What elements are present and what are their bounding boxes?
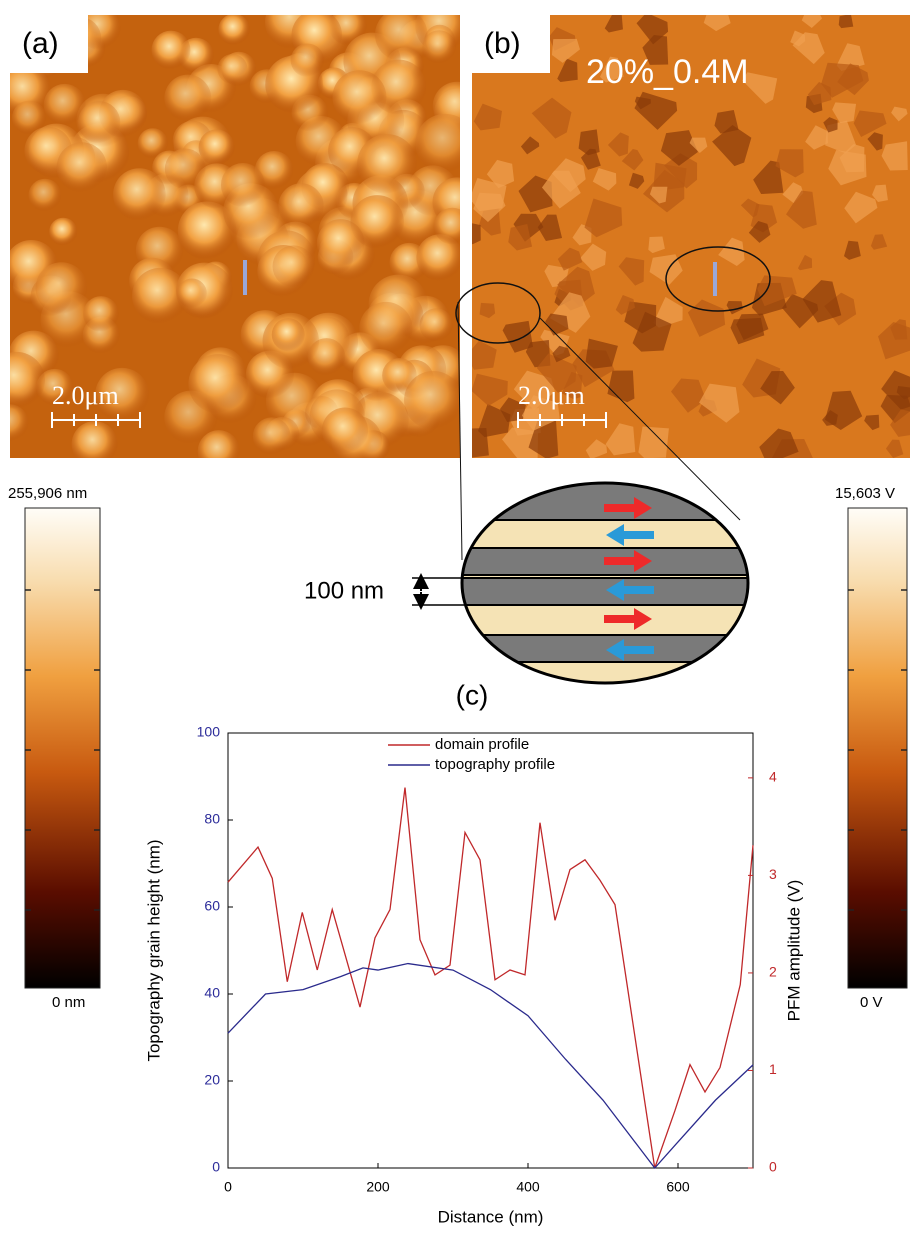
grain (199, 129, 235, 165)
grain (253, 417, 291, 455)
y2-tick-label: 0 (769, 1159, 777, 1175)
series-line (228, 964, 753, 1168)
colorbar-max: 255,906 nm (8, 485, 87, 502)
y2-tick-label: 2 (769, 964, 777, 980)
legend-label: domain profile (435, 736, 529, 753)
grain (272, 318, 305, 351)
scale-bar-label: 2.0μm (518, 381, 585, 410)
domain (638, 427, 669, 459)
grain (359, 302, 412, 355)
grain (164, 75, 211, 122)
domain (839, 14, 854, 28)
x-tick-label: 400 (516, 1179, 540, 1195)
colorbar (25, 508, 100, 988)
series-line (228, 788, 753, 1168)
colorbar-min: 0 nm (52, 994, 85, 1011)
grain (152, 31, 191, 70)
grain (422, 30, 456, 64)
grain (29, 179, 62, 212)
grain (415, 114, 475, 174)
domain (463, 222, 481, 244)
x-axis-label: Distance (nm) (438, 1207, 544, 1226)
x-tick-label: 600 (666, 1179, 690, 1195)
y-axis-label: Topography grain height (nm) (144, 839, 163, 1061)
panel-label: (c) (456, 679, 489, 710)
x-tick-label: 0 (224, 1179, 232, 1195)
grain (177, 278, 207, 308)
grain (49, 218, 77, 246)
grain (278, 183, 323, 228)
grain (78, 101, 120, 143)
grain (357, 134, 417, 194)
figure: (a) (b) 20%_0.4M 2.0μm 2.0μm 255,906 nm … (0, 0, 911, 1230)
grain (72, 421, 118, 467)
panel-label: (b) (484, 27, 521, 60)
plot-frame (228, 733, 753, 1168)
grain (273, 245, 315, 287)
y-tick-label: 60 (204, 898, 220, 914)
y-tick-label: 100 (197, 724, 221, 740)
grain (382, 358, 417, 393)
y-tick-label: 0 (212, 1159, 220, 1175)
y2-tick-label: 1 (769, 1061, 777, 1077)
y2-tick-label: 3 (769, 866, 777, 882)
grain (434, 208, 471, 245)
y2-tick-label: 4 (769, 769, 777, 785)
grain (375, 8, 428, 61)
y-tick-label: 20 (204, 1072, 220, 1088)
panel-label: (a) (22, 27, 59, 60)
grain (188, 354, 247, 413)
grain (332, 70, 386, 124)
sample-label: 20%_0.4M (586, 53, 749, 91)
grain (217, 54, 247, 84)
grain (322, 408, 368, 454)
scale-bar-label: 2.0μm (52, 381, 119, 410)
grain (138, 128, 168, 158)
grain (113, 168, 166, 221)
grain (221, 163, 265, 207)
grain (165, 148, 206, 189)
y-tick-label: 80 (204, 811, 220, 827)
domain-schematic (412, 480, 750, 690)
grain (198, 430, 240, 472)
colorbar-max: 15,603 V (835, 485, 895, 502)
grain (83, 296, 119, 332)
x-tick-label: 200 (366, 1179, 390, 1195)
y2-axis-label: PFM amplitude (V) (784, 880, 803, 1022)
grain (36, 262, 88, 314)
colorbar (848, 508, 907, 988)
grain (291, 43, 324, 76)
grain (57, 142, 107, 192)
grain (317, 219, 365, 267)
colorbar-min: 0 V (860, 994, 883, 1011)
width-label: 100 nm (304, 577, 384, 604)
y-tick-label: 40 (204, 985, 220, 1001)
legend-label: topography profile (435, 756, 555, 773)
grain (218, 14, 250, 46)
